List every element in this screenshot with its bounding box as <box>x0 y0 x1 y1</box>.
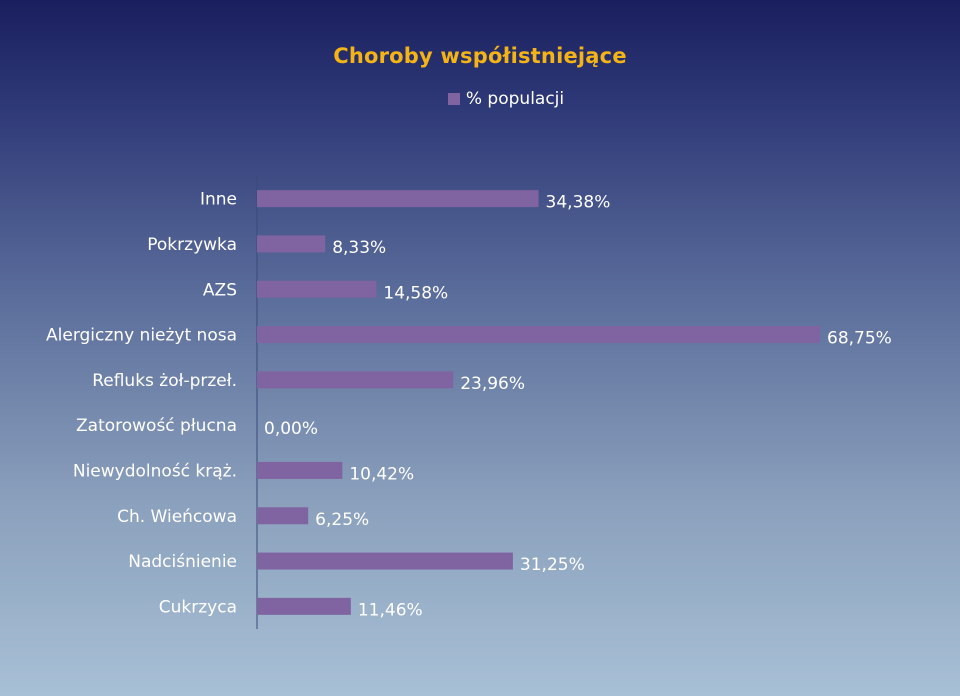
legend-label: % populacji <box>465 89 565 109</box>
plot-area: Inne 34,38% Pokrzywka 8,33% AZS 14,58% Alergic… <box>46 176 892 629</box>
category-label: Zatorowość płucna <box>76 416 237 436</box>
category-label: Cukrzyca <box>159 597 237 617</box>
value-label: 34,38% <box>546 193 611 213</box>
category-label: Inne <box>200 190 237 210</box>
chart-title: Choroby współistniejące <box>333 44 627 68</box>
bar <box>257 280 377 298</box>
value-label: 6,25% <box>315 510 369 530</box>
value-label: 10,42% <box>349 464 414 484</box>
value-label: 68,75% <box>827 329 892 349</box>
bar <box>257 371 454 389</box>
bar <box>257 190 539 208</box>
legend-swatch <box>447 93 460 105</box>
value-label: 8,33% <box>332 238 386 258</box>
bar <box>257 326 820 344</box>
bar <box>257 597 351 615</box>
bar <box>257 552 513 570</box>
category-label: Ch. Wieńcowa <box>117 507 237 527</box>
bar <box>257 235 326 253</box>
value-label: 14,58% <box>383 283 448 303</box>
category-label: Niewydolność krąż. <box>73 461 237 481</box>
value-label: 0,00% <box>264 419 318 439</box>
category-label: Alergiczny nieżyt nosa <box>46 326 237 346</box>
bar <box>257 461 343 479</box>
value-label: 31,25% <box>520 555 585 575</box>
value-label: 11,46% <box>358 600 423 620</box>
bar <box>257 507 309 525</box>
category-label: Pokrzywka <box>147 235 237 255</box>
legend: % populacji <box>26 89 960 109</box>
category-label: Refluks żoł-przeł. <box>92 371 237 391</box>
category-label: AZS <box>203 280 237 300</box>
value-label: 23,96% <box>460 374 525 394</box>
category-label: Nadciśnienie <box>128 552 237 572</box>
